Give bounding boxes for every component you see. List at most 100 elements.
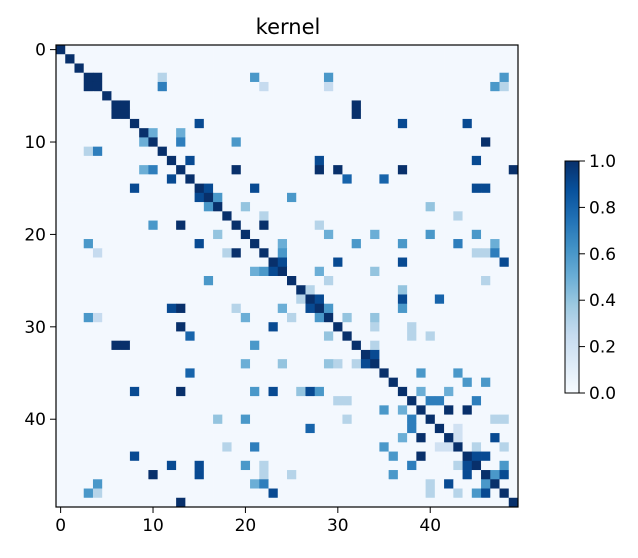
heatmap-cell — [83, 470, 94, 480]
heatmap-cell — [194, 165, 205, 175]
heatmap-cell — [296, 146, 306, 157]
heatmap-cell — [111, 349, 122, 360]
heatmap-cell — [213, 229, 223, 240]
heatmap-cell — [185, 359, 195, 369]
heatmap-cell — [508, 183, 519, 194]
heatmap-cell — [370, 312, 380, 323]
heatmap-cell — [176, 451, 186, 462]
heatmap-cell — [434, 377, 445, 388]
heatmap-cell — [370, 266, 380, 277]
heatmap-cell — [444, 174, 454, 184]
heatmap-cell — [65, 45, 75, 55]
heatmap-cell — [157, 377, 168, 388]
heatmap-cell — [323, 442, 334, 452]
heatmap-cell — [129, 349, 140, 360]
heatmap-cell — [194, 100, 205, 111]
heatmap-cell — [102, 479, 112, 489]
heatmap-cell — [56, 405, 66, 415]
heatmap-cell — [434, 137, 445, 147]
heatmap-cell — [148, 322, 158, 332]
heatmap-cell — [490, 54, 500, 64]
heatmap-cell — [92, 211, 103, 221]
heatmap-cell — [157, 442, 168, 452]
heatmap-cell — [139, 497, 149, 508]
heatmap-cell — [508, 451, 519, 462]
heatmap-cell — [499, 423, 510, 434]
heatmap-cell — [231, 54, 242, 64]
heatmap-cell — [185, 192, 195, 203]
heatmap-cell — [434, 386, 445, 397]
heatmap-cell — [379, 165, 389, 175]
heatmap-cell — [213, 303, 223, 314]
heatmap-cell — [397, 63, 408, 74]
heatmap-cell — [268, 497, 279, 508]
heatmap-cell — [379, 433, 389, 443]
heatmap-cell — [407, 294, 417, 305]
heatmap-cell — [139, 303, 149, 314]
heatmap-cell — [314, 220, 325, 231]
heatmap-cell — [213, 91, 223, 101]
heatmap-cell — [508, 63, 519, 74]
heatmap-cell — [342, 423, 353, 434]
heatmap-cell — [157, 368, 168, 378]
heatmap-cell — [444, 192, 454, 203]
heatmap-cell — [222, 239, 232, 249]
heatmap-cell — [351, 81, 362, 92]
heatmap-cell — [481, 174, 491, 184]
heatmap-cell — [65, 331, 75, 342]
heatmap-cell — [166, 72, 177, 83]
heatmap-cell — [166, 470, 177, 480]
heatmap-cell — [185, 497, 195, 508]
heatmap-cell — [333, 54, 343, 64]
heatmap-cell — [416, 239, 426, 249]
heatmap-cell — [351, 155, 362, 166]
heatmap-cell — [250, 63, 260, 74]
heatmap-cell — [277, 497, 288, 508]
heatmap-cell — [342, 368, 353, 378]
heatmap-cell — [222, 479, 232, 489]
heatmap-cell — [333, 109, 343, 120]
heatmap-cell — [314, 192, 325, 203]
heatmap-cell — [139, 202, 149, 212]
heatmap-cell — [314, 146, 325, 157]
heatmap-cell — [157, 276, 168, 286]
heatmap-cell — [139, 229, 149, 240]
heatmap-cell — [83, 451, 94, 462]
heatmap-cell — [277, 340, 288, 351]
heatmap-cell — [148, 220, 158, 231]
heatmap-cell — [444, 128, 454, 138]
heatmap-cell — [74, 91, 85, 101]
heatmap-cell — [360, 294, 371, 305]
heatmap-cell — [351, 91, 362, 101]
heatmap-cell — [397, 54, 408, 64]
heatmap-cell — [139, 294, 149, 305]
heatmap-cell — [444, 322, 454, 332]
heatmap-cell — [333, 248, 343, 258]
heatmap-cell — [416, 368, 426, 378]
heatmap-cell — [444, 266, 454, 277]
heatmap-cell — [102, 442, 112, 452]
heatmap-cell — [296, 183, 306, 194]
heatmap-cell — [240, 54, 251, 64]
heatmap-cell — [508, 386, 519, 397]
heatmap-cell — [222, 488, 232, 499]
heatmap-cell — [176, 322, 186, 332]
heatmap-cell — [83, 146, 94, 157]
heatmap-cell — [222, 442, 232, 452]
heatmap-cell — [194, 239, 205, 249]
heatmap-cell — [74, 137, 85, 147]
heatmap-cell — [508, 303, 519, 314]
heatmap-cell — [56, 54, 66, 64]
heatmap-cell — [65, 54, 75, 64]
heatmap-cell — [481, 497, 491, 508]
heatmap-cell — [176, 183, 186, 194]
heatmap-cell — [259, 451, 269, 462]
heatmap-cell — [111, 81, 122, 92]
heatmap-cell — [407, 54, 417, 64]
heatmap-cell — [231, 414, 242, 425]
heatmap-cell — [287, 414, 297, 425]
heatmap-cell — [148, 257, 158, 268]
heatmap-cell — [157, 183, 168, 194]
heatmap-cell — [259, 54, 269, 64]
heatmap-cell — [166, 349, 177, 360]
